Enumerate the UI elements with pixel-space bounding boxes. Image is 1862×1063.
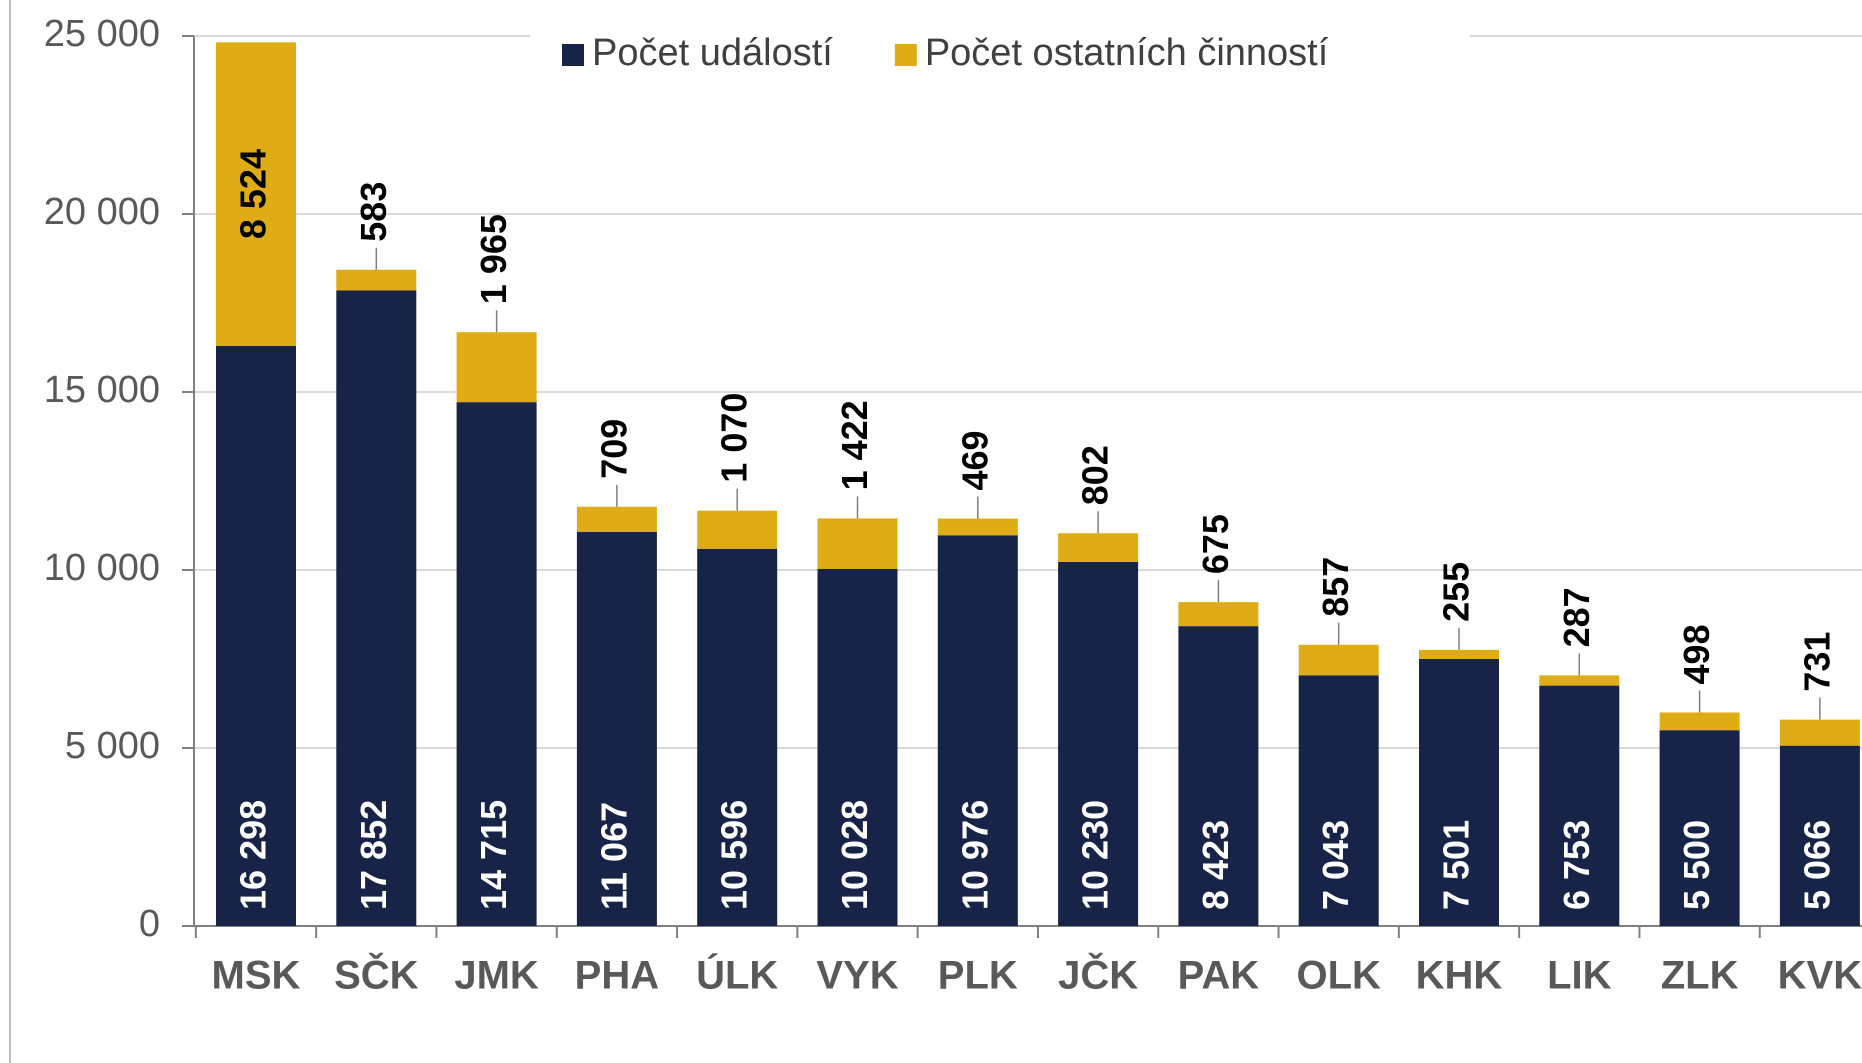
y-tick-label: 0 (139, 903, 160, 945)
bar-segment (1779, 719, 1860, 746)
y-tick-label: 25 000 (44, 13, 160, 55)
data-label: 802 (1075, 445, 1116, 505)
legend-swatch (562, 44, 584, 66)
legend-label: Počet událostí (592, 32, 833, 74)
bar-segment (456, 402, 537, 926)
bar-segment (1539, 685, 1620, 926)
bar-segment (216, 345, 296, 926)
bar-segment (1419, 658, 1499, 926)
y-tick-label: 10 000 (44, 547, 160, 589)
data-label: 731 (1796, 632, 1837, 692)
x-tick-label: SČK (334, 952, 419, 998)
data-label: 709 (593, 419, 634, 479)
data-label: 7 501 (1436, 820, 1477, 910)
bar-segment (697, 510, 778, 549)
legend-label: Počet ostatních činností (925, 32, 1329, 74)
x-tick-label: KVK (1778, 954, 1862, 998)
data-label: 10 028 (834, 800, 875, 910)
data-label: 16 298 (233, 800, 274, 910)
data-label: 857 (1315, 557, 1356, 617)
bar-segment (1659, 712, 1740, 731)
data-label: 7 043 (1315, 820, 1356, 910)
x-tick-label: PHA (575, 954, 659, 998)
data-label: 1 070 (714, 393, 755, 483)
data-label: 10 976 (954, 800, 995, 910)
data-label: 14 715 (473, 800, 514, 910)
x-tick-label: PAK (1178, 954, 1260, 998)
bar-segment (1058, 561, 1139, 926)
bar-segment (817, 569, 898, 926)
y-tick-label: 5 000 (65, 725, 160, 767)
data-label: 17 852 (353, 800, 394, 910)
legend-swatch (894, 44, 917, 66)
x-tick-label: OLK (1296, 954, 1381, 998)
x-tick-label: KHK (1416, 954, 1503, 998)
bar-segment (456, 332, 537, 403)
bar-segment (1298, 675, 1379, 926)
x-tick-label: ZLK (1661, 954, 1739, 998)
data-label: 583 (353, 182, 394, 242)
bar-segment (1298, 644, 1379, 676)
data-label: 469 (954, 430, 995, 490)
x-tick-label: LIK (1547, 954, 1612, 998)
bar-segment (576, 506, 657, 533)
bar-segment (937, 535, 1018, 926)
bar-segment (697, 548, 778, 926)
bar-segment (1058, 533, 1139, 562)
data-label: 5 500 (1676, 820, 1717, 910)
legend-box (530, 20, 1470, 90)
data-label: 287 (1556, 587, 1597, 647)
bar-segment (1419, 649, 1499, 659)
x-tick-label: JMK (454, 954, 539, 998)
bar-segment (216, 42, 296, 346)
bar-segment (1539, 675, 1620, 686)
bar-segment (336, 269, 417, 291)
bar-segment (937, 518, 1018, 536)
bar-segment (1779, 745, 1860, 926)
bar-segment (1178, 626, 1259, 926)
data-label: 5 066 (1796, 820, 1837, 910)
data-label: 6 753 (1556, 820, 1597, 910)
data-label: 11 067 (593, 802, 634, 910)
y-tick-label: 15 000 (44, 369, 160, 411)
x-tick-label: JČK (1058, 952, 1138, 998)
bar-segment (336, 290, 417, 926)
data-label: 8 524 (233, 149, 274, 239)
data-label: 675 (1195, 514, 1236, 574)
data-label: 8 423 (1195, 820, 1236, 910)
bar-segment (1659, 730, 1740, 926)
x-tick-label: MSK (212, 954, 301, 998)
x-tick-label: ÚLK (696, 952, 778, 998)
data-label: 498 (1676, 624, 1717, 684)
data-label: 10 596 (714, 800, 755, 910)
data-label: 255 (1436, 562, 1477, 622)
data-label: 10 230 (1075, 800, 1116, 910)
data-label: 1 422 (834, 400, 875, 490)
bar-segment (1178, 602, 1259, 627)
data-label: 1 965 (473, 214, 514, 304)
y-tick-label: 20 000 (44, 191, 160, 233)
bar-segment (817, 518, 898, 570)
x-tick-label: PLK (938, 954, 1018, 998)
bar-segment (576, 532, 657, 926)
x-tick-label: VYK (816, 954, 898, 998)
